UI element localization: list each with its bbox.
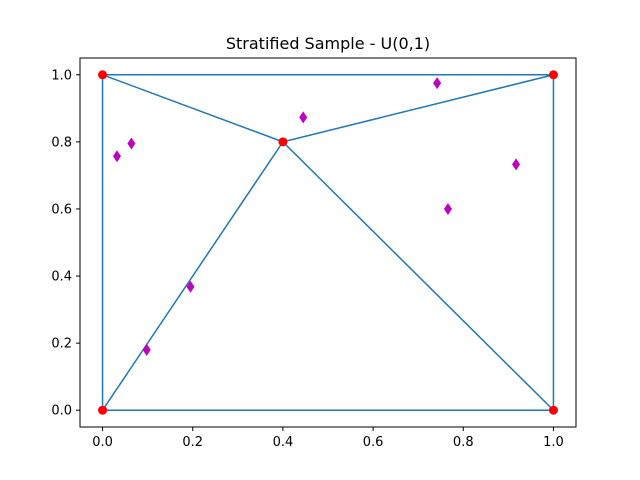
vertex-point [548, 70, 558, 80]
sample-diamond [443, 202, 452, 215]
x-axis-ticks: 0.0 0.2 0.4 0.6 0.8 1.0 [92, 427, 564, 450]
x-tick-label: 0.6 [363, 435, 384, 450]
x-tick-label: 0.0 [92, 435, 113, 450]
x-tick-label: 0.8 [453, 435, 474, 450]
y-tick-label: 1.0 [51, 68, 72, 83]
sample-diamond [433, 77, 442, 90]
y-tick-label: 0.8 [51, 135, 72, 150]
sample-diamond [142, 343, 151, 356]
vertex-point [98, 70, 108, 80]
axes-frame [79, 57, 577, 428]
sample-points [112, 77, 521, 356]
y-tick-label: 0.0 [51, 404, 72, 419]
mesh-edge [282, 74, 554, 143]
sample-diamond [112, 150, 121, 163]
mesh-edge [102, 74, 284, 143]
y-tick-label: 0.2 [51, 337, 72, 352]
x-tick-label: 0.2 [182, 435, 203, 450]
sample-diamond [186, 280, 195, 293]
y-tick-label: 0.6 [51, 202, 72, 217]
y-axis-ticks: 0.0 0.2 0.4 0.6 0.8 1.0 [51, 68, 80, 419]
x-tick-label: 1.0 [543, 435, 564, 450]
vertex-point [278, 137, 288, 147]
sample-diamond [512, 158, 521, 171]
mesh-vertices [98, 70, 558, 415]
mesh-edges [101, 74, 555, 411]
sample-diamond [127, 137, 136, 150]
vertex-point [98, 405, 108, 415]
y-tick-label: 0.4 [51, 270, 72, 285]
chart-title: Stratified Sample - U(0,1) [226, 34, 430, 53]
mesh-edge [282, 141, 554, 411]
mesh-edge [101, 141, 284, 411]
x-tick-label: 0.4 [273, 435, 294, 450]
sample-diamond [299, 111, 308, 124]
vertex-point [548, 405, 558, 415]
